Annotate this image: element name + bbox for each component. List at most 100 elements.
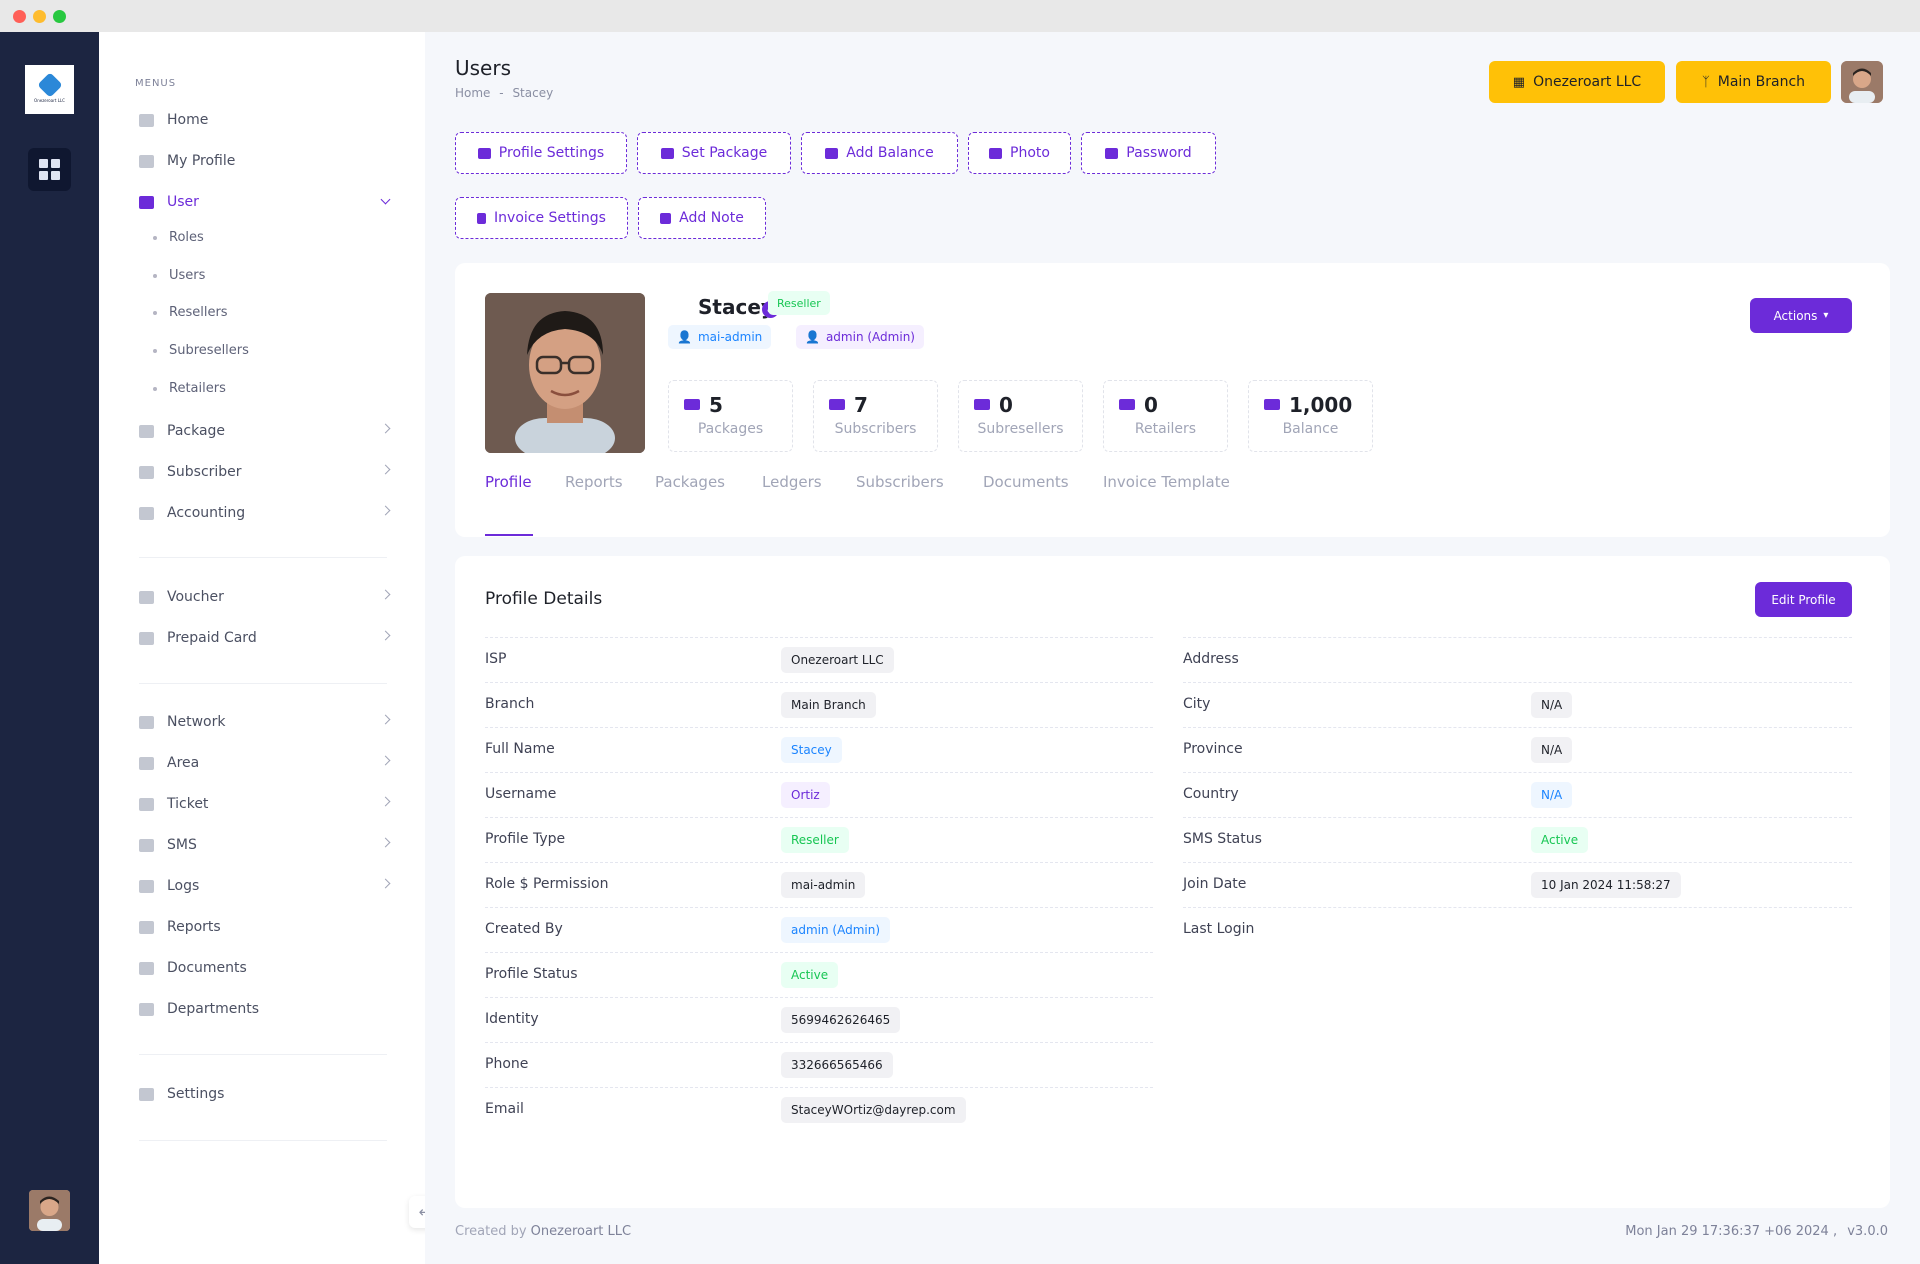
profile-settings-button[interactable]: Profile Settings	[455, 132, 627, 174]
sidebar-item-accounting[interactable]: Accounting	[139, 501, 391, 525]
chevron-right-icon	[380, 589, 391, 600]
sidebar-item-ticket[interactable]: Ticket	[139, 792, 391, 816]
branch-button[interactable]: ᛉ Main Branch	[1676, 61, 1831, 103]
main-content: Users Home - Stacey ▦ Onezeroart LLC ᛉ M…	[425, 32, 1920, 1264]
sidebar-item-home[interactable]: Home	[139, 108, 389, 132]
sidebar-subitem-resellers[interactable]: Resellers	[153, 305, 228, 320]
tab-packages[interactable]: Packages	[655, 473, 725, 491]
profile-details-card: Profile Details Edit Profile ISP Onezeroa…	[455, 556, 1890, 1208]
brand-logo[interactable]: Onezeroart LLC	[25, 65, 74, 114]
maximize-window-button[interactable]	[53, 10, 66, 23]
sidebar-divider	[139, 683, 387, 684]
sidebar-item-documents[interactable]: Documents	[139, 956, 389, 980]
detail-value: admin (Admin)	[781, 917, 891, 943]
footer-version: v3.0.0	[1847, 1224, 1888, 1239]
role-badge[interactable]: 👤 mai-admin	[668, 325, 772, 349]
add-balance-button[interactable]: Add Balance	[801, 132, 958, 174]
detail-row: Email StaceyWOrtiz@dayrep.com	[485, 1087, 1153, 1132]
company-button[interactable]: ▦ Onezeroart LLC	[1489, 61, 1665, 103]
creator-badge[interactable]: 👤 admin (Admin)	[796, 325, 924, 349]
sidebar-item-network[interactable]: Network	[139, 710, 391, 734]
menus-heading: MENUS	[135, 78, 177, 89]
stat-subscribers: 7 Subscribers	[813, 380, 938, 452]
active-tab-indicator	[485, 534, 533, 536]
branch-button-label: Main Branch	[1717, 74, 1806, 90]
grid-icon	[39, 159, 48, 168]
tab-invoice-template[interactable]: Invoice Template	[1103, 473, 1230, 491]
detail-key: Profile Type	[485, 831, 566, 847]
rail-user-avatar[interactable]	[29, 1190, 70, 1231]
dashboard-apps-button[interactable]	[28, 148, 71, 191]
footer-company-link[interactable]: Onezeroart LLC	[530, 1224, 632, 1239]
tab-profile[interactable]: Profile	[485, 473, 532, 491]
chevron-right-icon	[380, 423, 391, 434]
tab-documents[interactable]: Documents	[983, 473, 1069, 491]
tab-subscribers[interactable]: Subscribers	[856, 473, 944, 491]
actions-dropdown-button[interactable]: Actions ▾	[1750, 298, 1852, 333]
tab-ledgers[interactable]: Ledgers	[762, 473, 822, 491]
sidebar-item-label: Voucher	[167, 589, 224, 605]
breadcrumb-home[interactable]: Home	[455, 86, 491, 100]
sidebar-subitem-roles[interactable]: Roles	[153, 230, 204, 245]
sidebar-item-label: Documents	[167, 960, 247, 976]
detail-value: StaceyWOrtiz@dayrep.com	[781, 1097, 966, 1123]
sidebar-subitem-label: Resellers	[169, 305, 228, 320]
breadcrumb-separator: -	[499, 86, 504, 100]
sidebar-item-reports[interactable]: Reports	[139, 915, 389, 939]
antenna-icon	[139, 715, 154, 729]
sidebar-subitem-users[interactable]: Users	[153, 268, 205, 283]
ticket-icon	[139, 797, 154, 811]
close-window-button[interactable]	[13, 10, 26, 23]
detail-value: Ortiz	[781, 782, 830, 808]
sidebar-item-label: SMS	[167, 837, 197, 853]
add-note-button[interactable]: Add Note	[638, 197, 766, 239]
creator-badge-label: admin (Admin)	[825, 330, 915, 344]
tab-reports[interactable]: Reports	[565, 473, 623, 491]
sidebar-item-logs[interactable]: Logs	[139, 874, 391, 898]
sidebar-item-voucher[interactable]: Voucher	[139, 585, 391, 609]
sidebar-item-my-profile[interactable]: My Profile	[139, 149, 389, 173]
detail-value: 5699462626465	[781, 1007, 901, 1033]
detail-key: Full Name	[485, 741, 555, 757]
profile-card: Stacey ✓ Reseller 👤mai-admin 👤admin (Adm…	[455, 263, 1890, 537]
voucher-icon	[139, 590, 154, 604]
profile-settings-label: Profile Settings	[498, 145, 605, 161]
invoice-settings-button[interactable]: Invoice Settings	[455, 197, 628, 239]
add-note-label: Add Note	[679, 210, 744, 226]
header-user-avatar[interactable]	[1841, 61, 1883, 103]
set-package-button[interactable]: Set Package	[637, 132, 791, 174]
minimize-window-button[interactable]	[33, 10, 46, 23]
sidebar-subitem-retailers[interactable]: Retailers	[153, 381, 226, 396]
logo-mark-icon	[36, 72, 63, 98]
sidebar-item-sms[interactable]: SMS	[139, 833, 391, 857]
sidebar-item-user[interactable]: User	[139, 190, 391, 214]
grid-icon-cell	[51, 171, 60, 180]
stat-value: 5	[709, 393, 723, 417]
detail-key: SMS Status	[1183, 831, 1262, 847]
sidebar-item-departments[interactable]: Departments	[139, 997, 389, 1021]
sidebar-subitem-subresellers[interactable]: Subresellers	[153, 343, 249, 358]
footer-datetime: Mon Jan 29 17:36:37 +06 2024 ,	[1625, 1224, 1838, 1239]
detail-value: N/A	[1531, 782, 1573, 808]
detail-key: Username	[485, 786, 557, 802]
branch-icon: ᛉ	[1701, 74, 1710, 90]
window-titlebar	[0, 0, 1920, 32]
stat-label: Subresellers	[977, 421, 1064, 437]
password-button[interactable]: Password	[1081, 132, 1216, 174]
breadcrumb-current: Stacey	[512, 86, 554, 100]
detail-row: Created By admin (Admin)	[485, 907, 1153, 952]
sidebar: MENUS Home My Profile User Roles Users R…	[99, 32, 425, 1264]
sidebar-item-area[interactable]: Area	[139, 751, 391, 775]
sidebar-item-subscriber[interactable]: Subscriber	[139, 460, 391, 484]
sidebar-item-settings[interactable]: Settings	[139, 1082, 389, 1106]
add-balance-label: Add Balance	[846, 145, 934, 161]
users-group-icon	[1119, 399, 1135, 410]
sidebar-subitem-label: Roles	[169, 230, 204, 245]
document-icon	[139, 961, 154, 975]
photo-button[interactable]: Photo	[968, 132, 1071, 174]
sidebar-item-label: Package	[167, 423, 226, 439]
sidebar-item-package[interactable]: Package	[139, 419, 391, 443]
sidebar-item-label: Network	[167, 714, 226, 730]
edit-profile-button[interactable]: Edit Profile	[1755, 582, 1852, 617]
sidebar-item-prepaid-card[interactable]: Prepaid Card	[139, 626, 391, 650]
